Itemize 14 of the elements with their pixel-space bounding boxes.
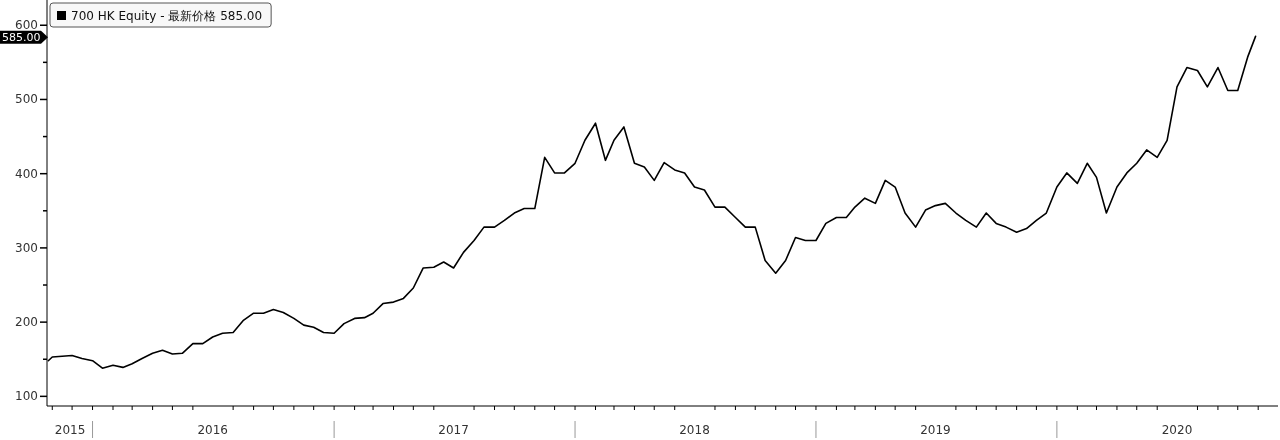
y-tick-label: 200 — [15, 315, 38, 330]
x-tick-label: 2018 — [679, 423, 710, 437]
x-tick-label: 2017 — [438, 423, 469, 437]
x-tick-label: 2020 — [1161, 423, 1193, 437]
x-tick-label: 2019 — [920, 423, 951, 437]
x-tick-label: 2016 — [197, 423, 228, 437]
y-tick-label: 100 — [15, 389, 38, 404]
y-tick-label: 300 — [15, 240, 38, 255]
text: 585.00 — [2, 31, 41, 45]
y-tick-label: 600 — [15, 18, 38, 33]
y-tick-label: 400 — [15, 166, 38, 181]
y-tick-label: 500 — [15, 92, 38, 107]
legend-label: 700 HK Equity - 最新价格 585.00 — [71, 9, 263, 23]
x-tick-label: 2015 — [54, 423, 86, 437]
